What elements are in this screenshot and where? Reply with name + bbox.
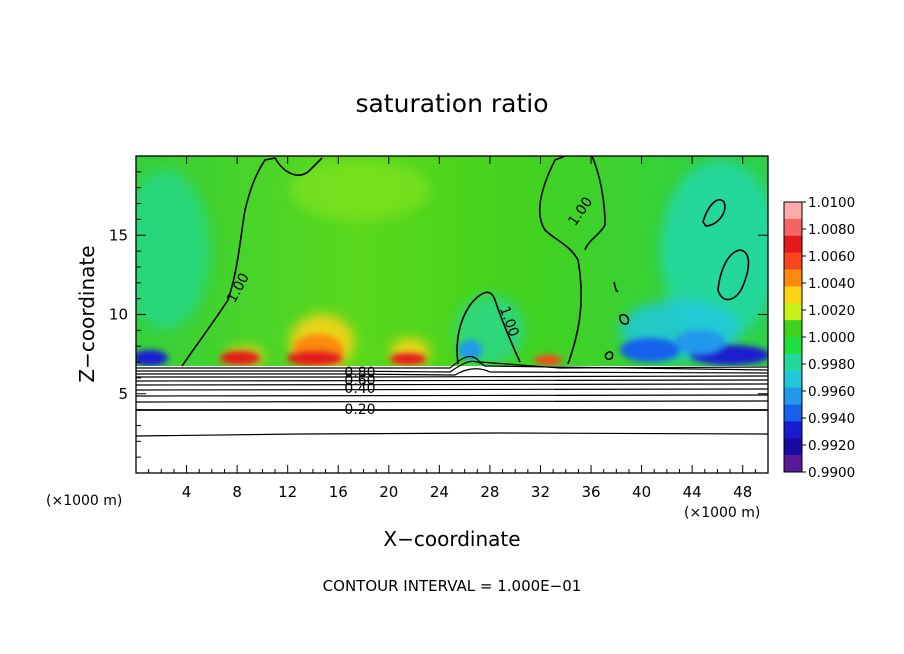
contour-line-9: [136, 400, 768, 403]
contour-label: 0.40: [344, 381, 375, 397]
contour-lines-lower: [136, 355, 768, 437]
contour-island-1: [702, 198, 726, 227]
x-tick-label: 32: [531, 483, 550, 501]
colorbar-swatch: [784, 370, 802, 388]
teal-patch-right: [660, 160, 768, 340]
x-tick-label: 28: [480, 483, 499, 501]
red-patch-4: [534, 355, 562, 365]
colorbar-label: 0.9900: [808, 465, 855, 481]
contour-island-4: [604, 351, 614, 361]
x-tick-label: 36: [581, 483, 600, 501]
contour-label: 0.60: [344, 373, 375, 389]
colorbar-swatch: [784, 252, 802, 270]
field-shading-sharp: [136, 330, 768, 366]
x-tick-label: 16: [329, 483, 348, 501]
contour-line-11: [136, 432, 768, 437]
colorbar-swatch: [784, 218, 802, 237]
x-axis-label: X−coordinate: [383, 527, 520, 551]
x-tick-label: 24: [430, 483, 449, 501]
contour-right-100: [539, 156, 582, 365]
x-tick-label: 20: [379, 483, 398, 501]
colorbar-label: 0.9920: [808, 438, 855, 454]
colorbar-label: 0.9960: [808, 384, 855, 400]
contour-line-1: [136, 355, 768, 369]
y-tick-label: 5: [118, 385, 128, 403]
contour-line-5: [136, 379, 768, 382]
contour-line-2: [136, 360, 768, 373]
contour-line-6: [136, 383, 768, 386]
y-axis-ticks: 5 10 15: [109, 171, 768, 458]
red-patch-1: [287, 350, 343, 366]
colorbar-swatch: [784, 269, 802, 287]
contour-island-3: [619, 313, 630, 325]
contour-label: 0.20: [344, 402, 375, 418]
colorbar-swatch: [784, 202, 802, 220]
contour-island-5: [613, 281, 619, 293]
y-tick-label: 10: [109, 306, 128, 324]
colorbar-swatch: [784, 353, 802, 372]
contour-island-2: [717, 249, 750, 301]
x-axis-ticks: 4 8 12 16 20 24 28 32 36 40 44 48: [148, 156, 756, 501]
colorbar: [784, 202, 802, 473]
contour-line-4: [136, 375, 768, 378]
colorbar-swatch: [784, 421, 802, 439]
contour-right2-100: [584, 156, 606, 251]
red-patch-3: [390, 353, 426, 365]
x-tick-label: 44: [683, 483, 702, 501]
contour-interval-text: CONTOUR INTERVAL = 1.000E−01: [323, 577, 582, 595]
blue-patch-left: [136, 350, 168, 366]
contour-line-7: [136, 388, 768, 391]
x-unit-right: (×1000 m): [684, 505, 760, 521]
teal-patch-left: [136, 170, 210, 330]
colorbar-swatch: [784, 455, 802, 473]
colorbar-swatch: [784, 438, 802, 456]
y-tick-label: 15: [109, 226, 128, 244]
colorbar-label: 1.0060: [808, 249, 855, 265]
colorbar-swatch: [784, 286, 802, 304]
contour-line-8: [136, 394, 768, 397]
contour-mid-100: [456, 291, 521, 365]
chart-title: saturation ratio: [355, 89, 548, 118]
colorbar-label: 0.9940: [808, 411, 855, 427]
colorbar-swatch: [784, 337, 802, 355]
contour-label: 0.80: [344, 365, 375, 381]
contour-left-100: [181, 157, 323, 367]
y-axis-label: Z−coordinate: [75, 245, 99, 382]
blue-patch-right-1: [620, 338, 680, 362]
x-tick-label: 8: [232, 483, 242, 501]
colorbar-swatch: [784, 320, 802, 338]
x-tick-label: 4: [182, 483, 192, 501]
colorbar-swatch: [784, 235, 802, 253]
contour-label-group: 1.00 1.00 1.00 0.80 0.60 0.40 0.20: [224, 194, 596, 418]
x-tick-label: 40: [632, 483, 651, 501]
colorbar-labels: 1.0100 1.0080 1.0060 1.0040 1.0020 1.0000 0.99…: [802, 195, 855, 481]
colorbar-swatch: [784, 404, 802, 422]
colorbar-swatch: [784, 387, 802, 405]
colorbar-label: 1.0020: [808, 303, 855, 319]
x-unit-left: (×1000 m): [46, 493, 122, 509]
lower-region: [136, 366, 768, 473]
contour-lines-upper: [181, 156, 750, 367]
x-tick-label: 12: [278, 483, 297, 501]
x-tick-label: 48: [733, 483, 752, 501]
contour-line-3: [136, 368, 768, 376]
blue-patch-right-3: [675, 330, 725, 354]
colorbar-label: 0.9980: [808, 357, 855, 373]
blue-patch-mid: [458, 340, 482, 360]
lightgreen-patch-top: [290, 160, 430, 220]
colorbar-label: 1.0000: [808, 330, 855, 346]
red-patch-2: [220, 351, 260, 365]
colorbar-label: 1.0080: [808, 222, 855, 238]
colorbar-label: 1.0040: [808, 276, 855, 292]
colorbar-label: 1.0100: [808, 195, 855, 211]
colorbar-swatch: [784, 303, 802, 321]
plot-area: 1.00 1.00 1.00 0.80 0.60 0.40 0.20: [136, 156, 768, 473]
